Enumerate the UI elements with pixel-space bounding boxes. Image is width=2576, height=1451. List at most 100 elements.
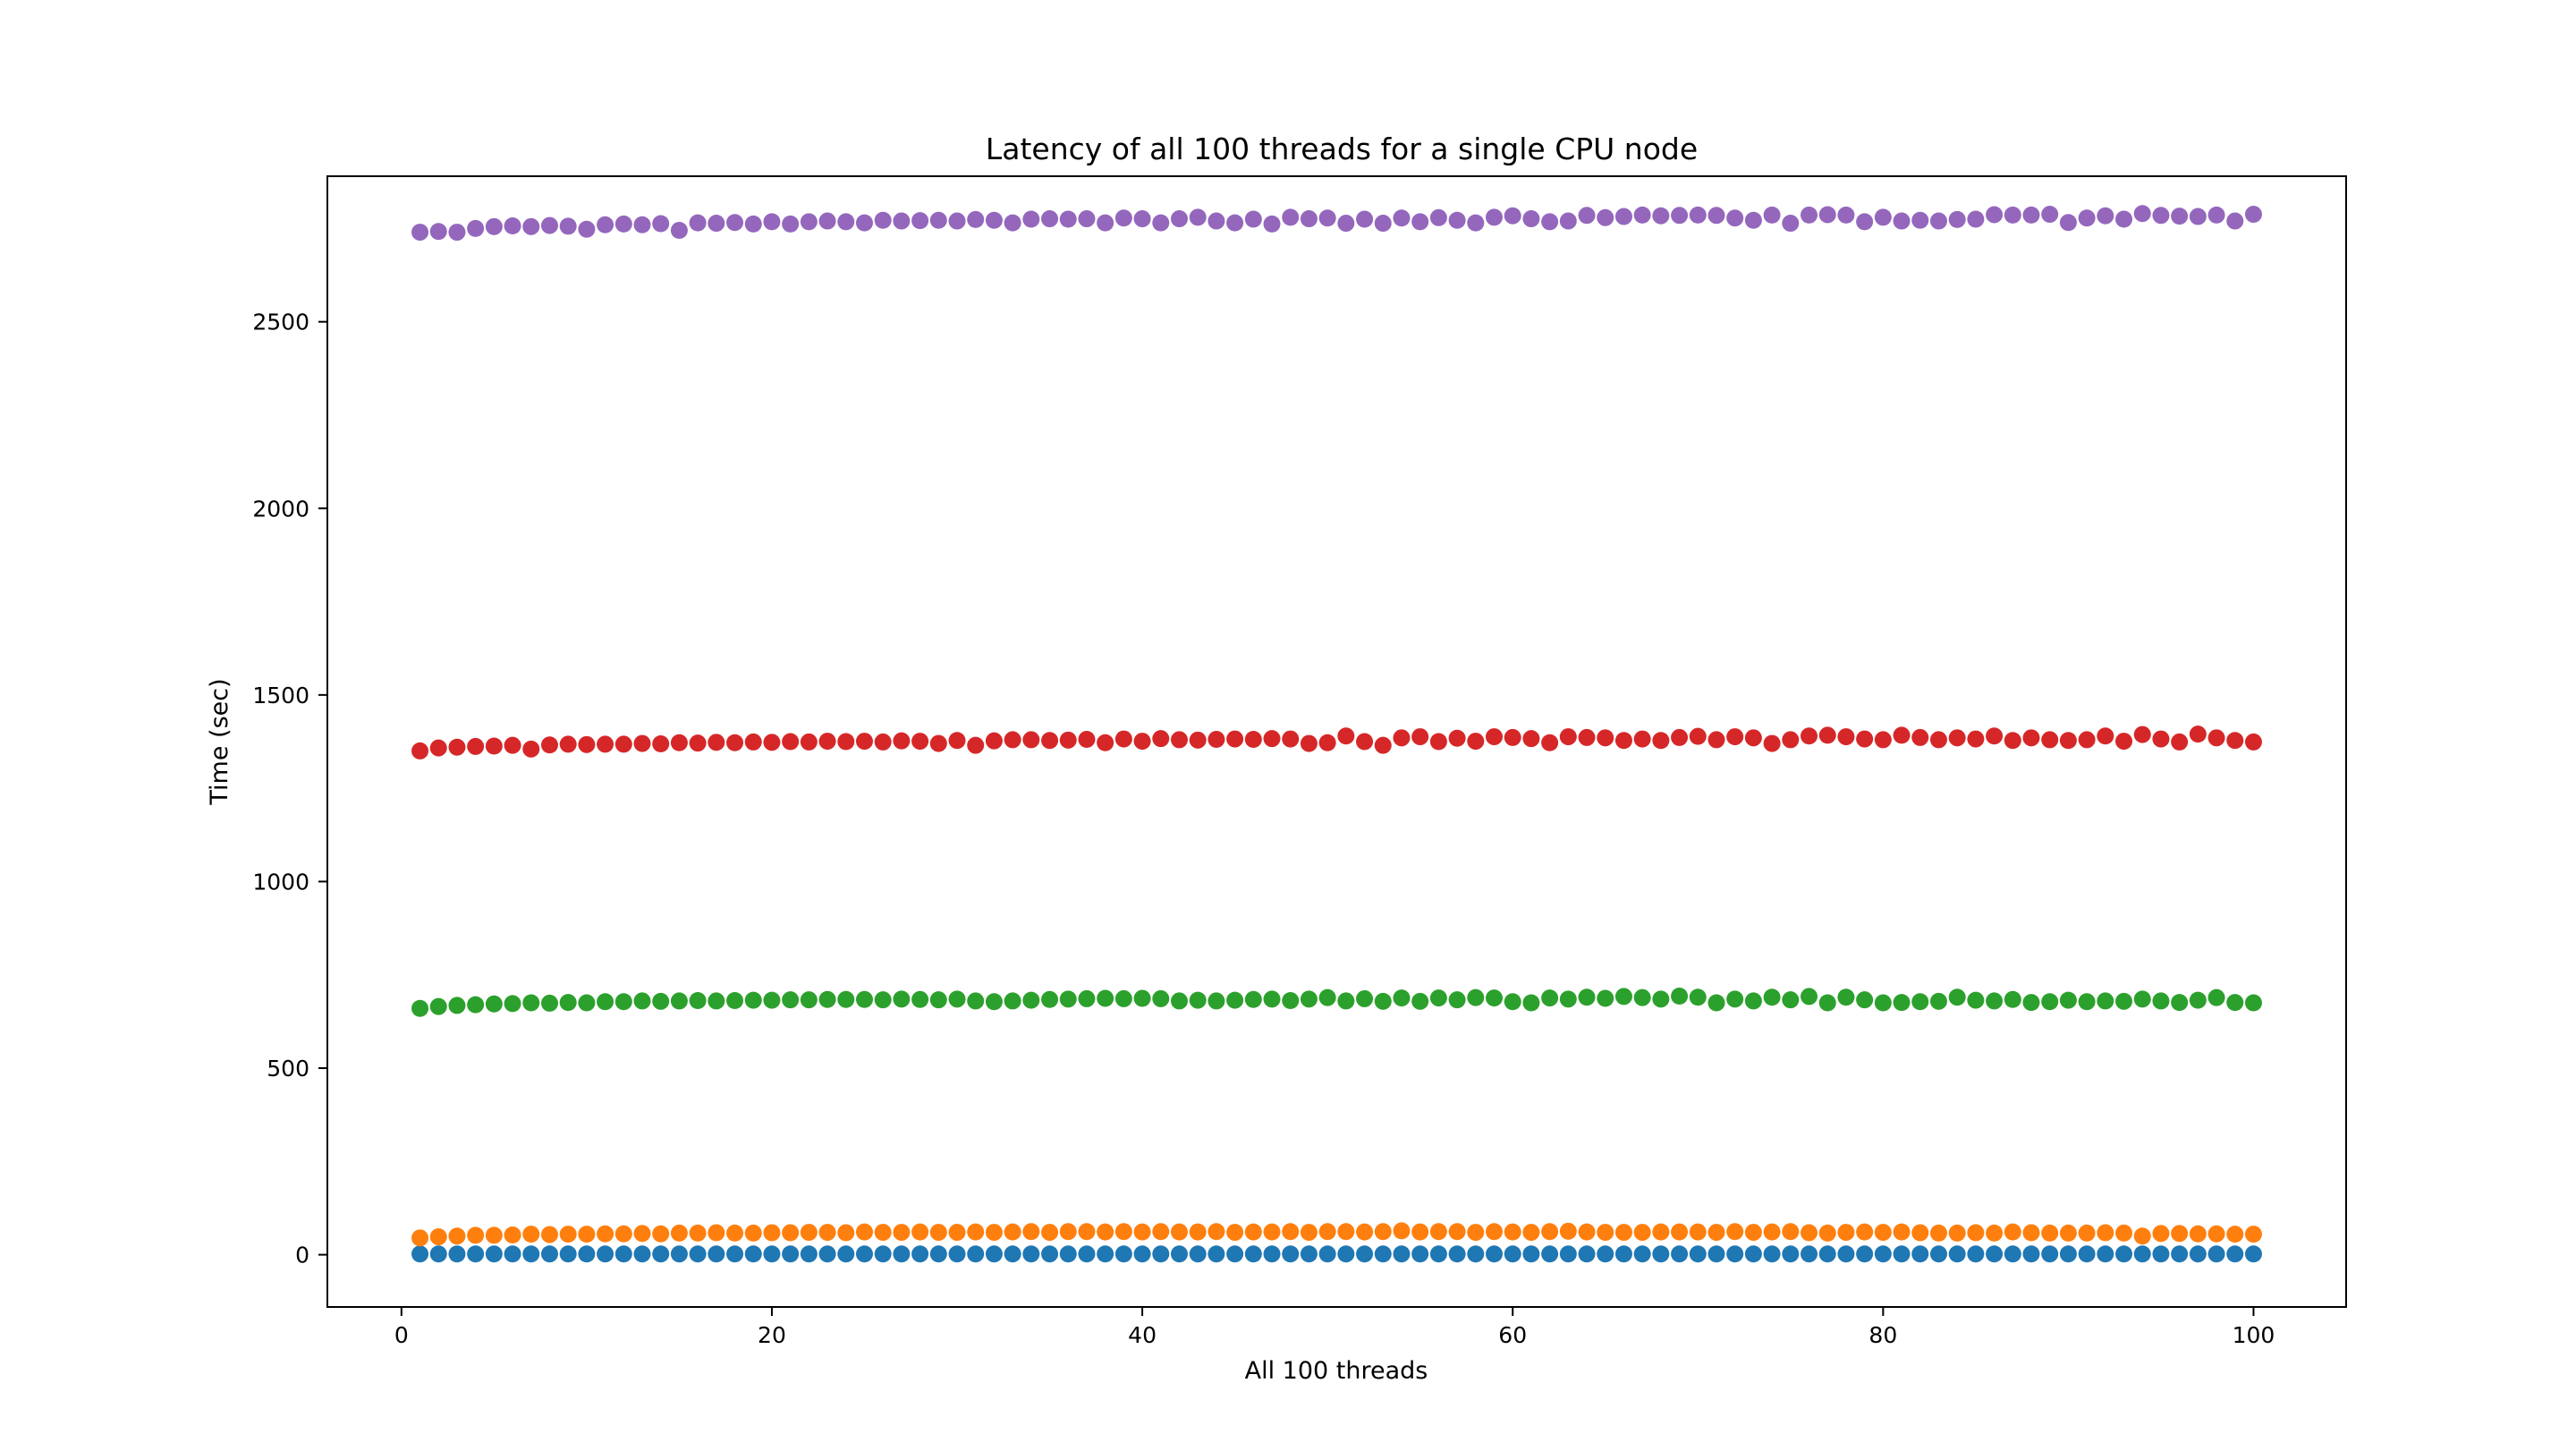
data-point xyxy=(1467,1224,1485,1242)
data-point xyxy=(614,1245,632,1263)
data-point xyxy=(1874,208,1892,226)
data-point xyxy=(1801,1224,1818,1242)
data-point xyxy=(559,217,577,235)
data-point xyxy=(1411,1223,1429,1241)
data-point xyxy=(1707,731,1725,749)
data-point xyxy=(1300,1245,1318,1263)
data-point xyxy=(837,990,855,1008)
data-point xyxy=(1948,729,1966,747)
data-point xyxy=(1818,1224,1836,1242)
data-point xyxy=(614,215,632,233)
data-point xyxy=(1244,1245,1262,1263)
data-point xyxy=(2189,208,2207,225)
data-point xyxy=(1874,1224,1892,1242)
data-point xyxy=(504,995,521,1013)
data-point xyxy=(670,734,688,751)
y-tick-label: 2000 xyxy=(252,496,309,522)
data-point xyxy=(929,1245,947,1263)
y-tick-label: 500 xyxy=(267,1056,309,1082)
data-point xyxy=(874,1245,892,1263)
data-point xyxy=(1448,211,1466,229)
data-point xyxy=(708,1245,725,1263)
data-point xyxy=(2171,733,2189,751)
data-point xyxy=(1671,207,1689,225)
data-point xyxy=(2059,214,2077,232)
data-point xyxy=(522,740,540,758)
data-point xyxy=(1170,1245,1188,1263)
data-point xyxy=(652,992,670,1010)
data-point xyxy=(1356,1223,1374,1241)
data-point xyxy=(948,212,966,230)
data-point xyxy=(1208,212,1225,230)
data-point xyxy=(1559,1222,1577,1240)
data-point xyxy=(874,211,892,229)
data-point xyxy=(1893,212,1911,230)
data-point xyxy=(1170,210,1188,228)
data-point xyxy=(1874,731,1892,749)
data-point xyxy=(2207,1245,2225,1263)
data-point xyxy=(1652,1223,1670,1241)
data-point xyxy=(429,997,447,1015)
data-point xyxy=(2022,1245,2040,1263)
data-point xyxy=(1189,1223,1207,1241)
data-point xyxy=(1763,206,1781,224)
data-point xyxy=(726,1224,744,1242)
data-point xyxy=(1986,727,2004,745)
data-point xyxy=(689,1245,707,1263)
data-point xyxy=(1486,1245,1504,1263)
data-point xyxy=(1282,208,1300,226)
data-point xyxy=(2189,991,2207,1009)
data-point xyxy=(1133,1245,1151,1263)
data-point xyxy=(1929,1224,1947,1242)
data-point xyxy=(652,1245,670,1263)
data-point xyxy=(708,992,725,1010)
x-tick-label: 100 xyxy=(2233,1322,2275,1348)
data-point xyxy=(1782,1245,1800,1263)
data-point xyxy=(429,1228,447,1246)
data-point xyxy=(1393,1245,1411,1263)
data-point xyxy=(1597,208,1614,226)
data-point xyxy=(1689,1223,1707,1241)
data-point xyxy=(1429,733,1447,751)
data-point xyxy=(1152,730,1170,748)
series-3 xyxy=(411,988,2262,1017)
data-point xyxy=(1504,728,1521,746)
data-point xyxy=(1467,214,1485,232)
data-point xyxy=(2004,732,2021,750)
data-point xyxy=(597,1225,614,1243)
data-point xyxy=(504,1245,521,1263)
data-point xyxy=(1818,1245,1836,1263)
data-point xyxy=(1337,215,1355,233)
data-point xyxy=(1208,992,1225,1010)
data-point xyxy=(1856,1223,1874,1241)
data-point xyxy=(633,1245,651,1263)
data-point xyxy=(2115,1224,2133,1242)
data-point xyxy=(559,1245,577,1263)
data-point xyxy=(1226,730,1244,748)
data-point xyxy=(1486,1223,1504,1241)
data-point xyxy=(2244,1245,2262,1263)
x-tick-label: 40 xyxy=(1128,1322,1157,1348)
data-point xyxy=(1097,989,1114,1007)
data-point xyxy=(1911,993,1929,1011)
data-point xyxy=(1059,1245,1077,1263)
data-point xyxy=(855,214,873,232)
data-point xyxy=(1393,1222,1411,1240)
data-point xyxy=(1059,210,1077,228)
data-point xyxy=(1486,208,1504,226)
data-point xyxy=(1226,1245,1244,1263)
data-point xyxy=(597,216,614,233)
data-point xyxy=(1726,1223,1744,1241)
data-point xyxy=(1541,213,1559,231)
data-point xyxy=(1282,730,1300,748)
data-point xyxy=(1059,1223,1077,1241)
data-point xyxy=(2115,733,2133,751)
data-point xyxy=(1300,990,1318,1008)
data-point xyxy=(1189,731,1207,749)
data-point xyxy=(578,735,596,753)
data-point xyxy=(1763,1245,1781,1263)
data-point xyxy=(2022,1224,2040,1242)
data-point xyxy=(559,1226,577,1243)
data-point xyxy=(1707,1245,1725,1263)
data-point xyxy=(985,1224,1003,1242)
